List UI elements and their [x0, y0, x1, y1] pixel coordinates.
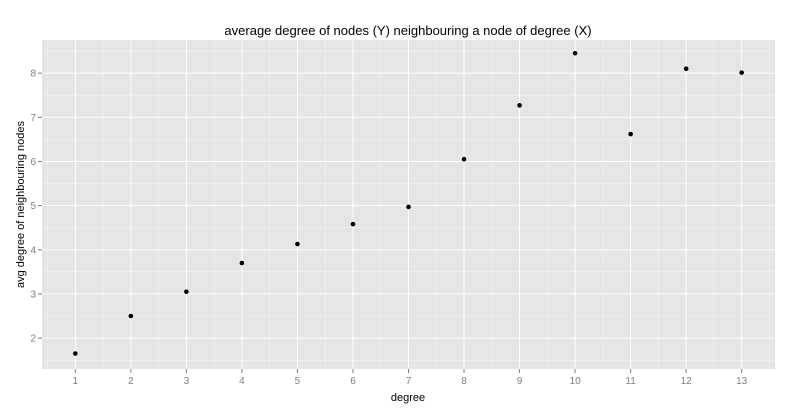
x-tick-label: 13: [736, 376, 748, 387]
data-point: [461, 156, 467, 162]
x-tick-label: 5: [295, 376, 301, 387]
y-tick-label: 2: [30, 334, 36, 345]
x-tick-label: 2: [128, 376, 134, 387]
major-gridlines: [42, 40, 775, 369]
chart-title: average degree of nodes (Y) neighbouring…: [224, 23, 591, 38]
y-tick-label: 7: [30, 113, 36, 124]
y-tick-label: 3: [30, 289, 36, 300]
x-tick-label: 12: [681, 376, 693, 387]
x-tick-label: 9: [517, 376, 523, 387]
y-axis-title: avg degree of neighbouring nodes: [15, 121, 27, 288]
data-point: [73, 351, 78, 356]
x-tick-label: 6: [350, 376, 356, 387]
data-point: [517, 103, 522, 108]
data-point: [406, 204, 411, 210]
data-point: [350, 221, 356, 227]
data-point: [572, 50, 578, 56]
data-point: [739, 70, 744, 75]
data-point: [239, 260, 245, 266]
x-axis-title: degree: [391, 392, 425, 404]
x-tick-label: 7: [406, 376, 412, 387]
x-tick-label: 4: [239, 376, 245, 387]
y-tick-label: 6: [30, 157, 36, 168]
y-tick-label: 8: [30, 69, 36, 80]
y-axis: 2 3 4 5 6 7 8: [30, 69, 42, 345]
y-tick-label: 4: [30, 245, 36, 256]
x-tick-label: 3: [184, 376, 190, 387]
x-tick-label: 8: [461, 376, 467, 387]
x-axis: 1 2 3 4 5 6 7 8 9 10 11 12 13: [73, 369, 748, 387]
data-point: [295, 241, 300, 247]
x-tick-label: 11: [625, 376, 636, 387]
x-tick-label: 10: [570, 376, 582, 387]
y-tick-label: 5: [30, 201, 36, 212]
data-point: [683, 66, 689, 72]
x-tick-label: 1: [73, 376, 79, 387]
data-point: [628, 131, 633, 137]
data-points: [73, 50, 744, 356]
data-point: [128, 313, 134, 319]
data-point: [184, 289, 189, 295]
